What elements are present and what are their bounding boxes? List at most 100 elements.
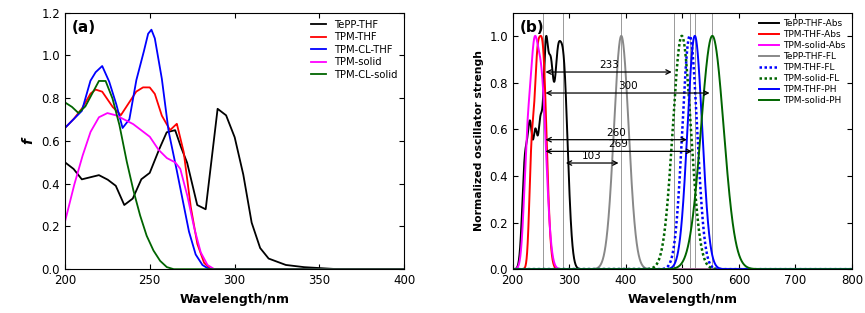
TPM-THF-FL — [590, 267, 600, 271]
TPM-CL-THF — [399, 267, 409, 271]
TePP-THF-FL — [616, 34, 626, 38]
TePP-THF-Abs — [586, 267, 597, 271]
TePP-THF-FL — [844, 267, 855, 271]
TPM-solid-FL — [508, 267, 518, 271]
Line: TePP-THF-FL: TePP-THF-FL — [513, 36, 852, 269]
TPM-THF — [60, 126, 70, 130]
TPM-THF — [393, 267, 403, 271]
TPM-solid-FL — [586, 267, 597, 271]
TPM-solid-Abs — [530, 34, 541, 38]
TPM-solid-PH — [660, 267, 670, 271]
TPM-THF-Abs — [590, 267, 600, 271]
TPM-THF-Abs — [690, 267, 701, 271]
TPM-solid-Abs — [733, 267, 743, 271]
TPM-solid-FL — [676, 34, 687, 38]
TePP-THF-Abs — [733, 267, 743, 271]
TPM-THF-FL — [847, 267, 857, 271]
Line: TePP-THF: TePP-THF — [65, 109, 404, 269]
Line: TPM-THF-FL: TPM-THF-FL — [513, 36, 852, 269]
TePP-THF-Abs — [636, 267, 646, 271]
TePP-THF — [356, 267, 367, 271]
TePP-THF-FL — [588, 267, 599, 271]
TePP-THF-Abs — [590, 267, 600, 271]
TPM-CL-THF — [146, 28, 157, 32]
TePP-THF — [99, 176, 109, 179]
TPM-THF-Abs — [636, 267, 646, 271]
TPM-THF-Abs — [586, 267, 597, 271]
Y-axis label: f: f — [22, 138, 35, 144]
Line: TePP-THF-Abs: TePP-THF-Abs — [513, 36, 852, 269]
TPM-THF-PH — [586, 267, 597, 271]
Line: TPM-CL-solid: TPM-CL-solid — [65, 81, 404, 269]
TPM-THF-PH — [660, 267, 670, 271]
Text: (b): (b) — [520, 20, 544, 35]
Text: 103: 103 — [582, 151, 602, 161]
TePP-THF-Abs — [844, 267, 855, 271]
TPM-THF-FL — [684, 34, 695, 38]
TPM-solid — [102, 111, 112, 115]
TPM-solid — [60, 220, 70, 224]
Legend: TePP-THF, TPM-THF, TPM-CL-THF, TPM-solid, TPM-CL-solid: TePP-THF, TPM-THF, TPM-CL-THF, TPM-solid… — [309, 18, 399, 81]
TPM-THF-FL — [586, 267, 597, 271]
TPM-THF — [190, 230, 201, 233]
Text: (a): (a) — [72, 20, 96, 35]
TPM-THF — [356, 267, 367, 271]
TPM-THF-FL — [844, 267, 855, 271]
TPM-solid — [190, 229, 201, 233]
TPM-CL-THF — [356, 267, 367, 271]
TPM-THF — [399, 267, 409, 271]
TPM-THF-Abs — [535, 34, 546, 38]
TePP-THF-FL — [636, 260, 646, 264]
TPM-solid-FL — [590, 267, 600, 271]
TPM-solid-PH — [586, 267, 597, 271]
TPM-CL-THF — [99, 67, 109, 71]
TePP-THF — [60, 160, 70, 164]
TPM-THF-Abs — [660, 267, 670, 271]
TPM-THF — [138, 85, 148, 89]
TPM-THF-FL — [588, 267, 599, 271]
TPM-CL-THF — [204, 267, 215, 271]
TPM-THF-PH — [847, 267, 857, 271]
TPM-THF-PH — [844, 267, 855, 271]
TePP-THF-Abs — [508, 267, 518, 271]
TPM-solid-Abs — [844, 267, 855, 271]
TPM-CL-solid — [356, 267, 367, 271]
TPM-solid — [356, 267, 367, 271]
TePP-THF-Abs — [660, 267, 670, 271]
TPM-solid-PH — [508, 267, 518, 271]
TPM-solid-Abs — [660, 267, 670, 271]
TPM-CL-solid — [393, 267, 403, 271]
X-axis label: Wavelength/nm: Wavelength/nm — [627, 293, 737, 305]
TPM-solid-FL — [847, 267, 857, 271]
TPM-CL-solid — [99, 79, 109, 83]
TPM-solid-Abs — [586, 267, 597, 271]
Text: 233: 233 — [599, 60, 618, 70]
TPM-solid — [99, 113, 109, 117]
Text: 300: 300 — [618, 81, 638, 91]
TPM-THF-PH — [588, 267, 599, 271]
TePP-THF-FL — [586, 267, 597, 271]
Y-axis label: Normalized oscillator strengh: Normalized oscillator strengh — [474, 50, 484, 231]
TPM-THF-Abs — [847, 267, 857, 271]
TePP-THF-FL — [508, 267, 518, 271]
TePP-THF — [331, 267, 342, 271]
Line: TPM-THF-PH: TPM-THF-PH — [513, 36, 852, 269]
TPM-solid-Abs — [847, 267, 857, 271]
TPM-solid-PH — [708, 34, 718, 38]
TPM-CL-solid — [205, 267, 215, 271]
Line: TPM-CL-THF: TPM-CL-THF — [65, 30, 404, 269]
TPM-CL-solid — [60, 100, 70, 104]
Line: TPM-solid-Abs: TPM-solid-Abs — [513, 36, 852, 269]
TPM-solid-FL — [588, 267, 599, 271]
TPM-CL-THF — [190, 251, 201, 255]
TPM-solid-FL — [636, 267, 646, 271]
TPM-solid — [393, 267, 403, 271]
Text: 260: 260 — [606, 128, 626, 138]
TePP-THF — [204, 173, 215, 177]
TPM-solid-PH — [844, 267, 855, 271]
TPM-THF-FL — [660, 267, 670, 270]
TPM-THF-PH — [689, 34, 700, 38]
TPM-CL-solid — [399, 267, 409, 271]
TPM-THF-Abs — [844, 267, 855, 271]
TePP-THF — [189, 194, 200, 198]
